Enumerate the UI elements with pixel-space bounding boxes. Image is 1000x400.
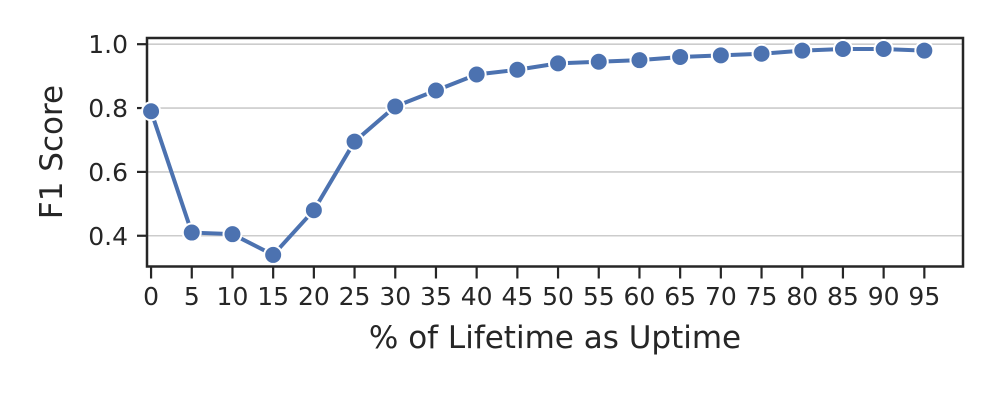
y-axis-label: F1 Score bbox=[34, 85, 70, 219]
data-point-marker bbox=[792, 40, 813, 61]
data-point-marker bbox=[873, 38, 894, 59]
x-tick-label: 15 bbox=[257, 282, 289, 311]
x-tick-label: 30 bbox=[379, 282, 411, 311]
x-tick-label: 35 bbox=[420, 282, 452, 311]
data-point-marker bbox=[588, 51, 609, 72]
y-tick-label: 1.0 bbox=[88, 30, 128, 59]
x-tick-label: 40 bbox=[461, 282, 493, 311]
gridlines bbox=[147, 43, 963, 237]
x-tick-label: 60 bbox=[624, 282, 656, 311]
x-tick-label: 0 bbox=[143, 282, 159, 311]
series-line bbox=[149, 46, 927, 257]
y-tick-label: 0.4 bbox=[88, 222, 128, 251]
x-tick-label: 85 bbox=[827, 282, 859, 311]
data-point-marker bbox=[466, 64, 487, 85]
data-point-marker bbox=[914, 40, 935, 61]
x-tick-label: 95 bbox=[908, 282, 940, 311]
data-series bbox=[141, 38, 935, 265]
x-tick-label: 80 bbox=[786, 282, 818, 311]
data-point-marker bbox=[548, 53, 569, 74]
x-tick-label: 20 bbox=[298, 282, 330, 311]
x-tick-label: 55 bbox=[583, 282, 615, 311]
data-point-marker bbox=[629, 50, 650, 71]
x-tick-label: 70 bbox=[705, 282, 737, 311]
data-point-marker bbox=[670, 46, 691, 67]
data-point-marker bbox=[425, 80, 446, 101]
data-point-marker bbox=[222, 224, 243, 245]
data-point-marker bbox=[181, 222, 202, 243]
data-point-marker bbox=[751, 43, 772, 64]
x-tick-label: 10 bbox=[217, 282, 249, 311]
x-tick-label: 45 bbox=[501, 282, 533, 311]
x-tick-label: 90 bbox=[868, 282, 900, 311]
data-point-marker bbox=[303, 200, 324, 221]
tick-labels: 0 5 10 15 20 25 30 35 40 45 50 55 60 65 70 75 80 85 90 95 0.… bbox=[88, 30, 940, 311]
data-point-marker bbox=[710, 45, 731, 66]
data-point-marker bbox=[141, 101, 162, 122]
x-tick-label: 50 bbox=[542, 282, 574, 311]
x-tick-label: 5 bbox=[184, 282, 200, 311]
axis-ticks bbox=[137, 43, 926, 279]
axes-box bbox=[145, 36, 965, 268]
plot-spines bbox=[145, 36, 965, 268]
data-point-marker bbox=[344, 131, 365, 152]
y-tick-label: 0.8 bbox=[88, 94, 128, 123]
x-tick-label: 65 bbox=[664, 282, 696, 311]
data-point-marker bbox=[263, 244, 284, 265]
data-point-marker bbox=[385, 96, 406, 117]
y-tick-label: 0.6 bbox=[88, 158, 128, 187]
data-point-marker bbox=[832, 38, 853, 59]
x-tick-label: 75 bbox=[746, 282, 778, 311]
data-point-marker bbox=[507, 59, 528, 80]
x-axis-label: % of Lifetime as Uptime bbox=[369, 320, 741, 356]
x-tick-label: 25 bbox=[339, 282, 371, 311]
